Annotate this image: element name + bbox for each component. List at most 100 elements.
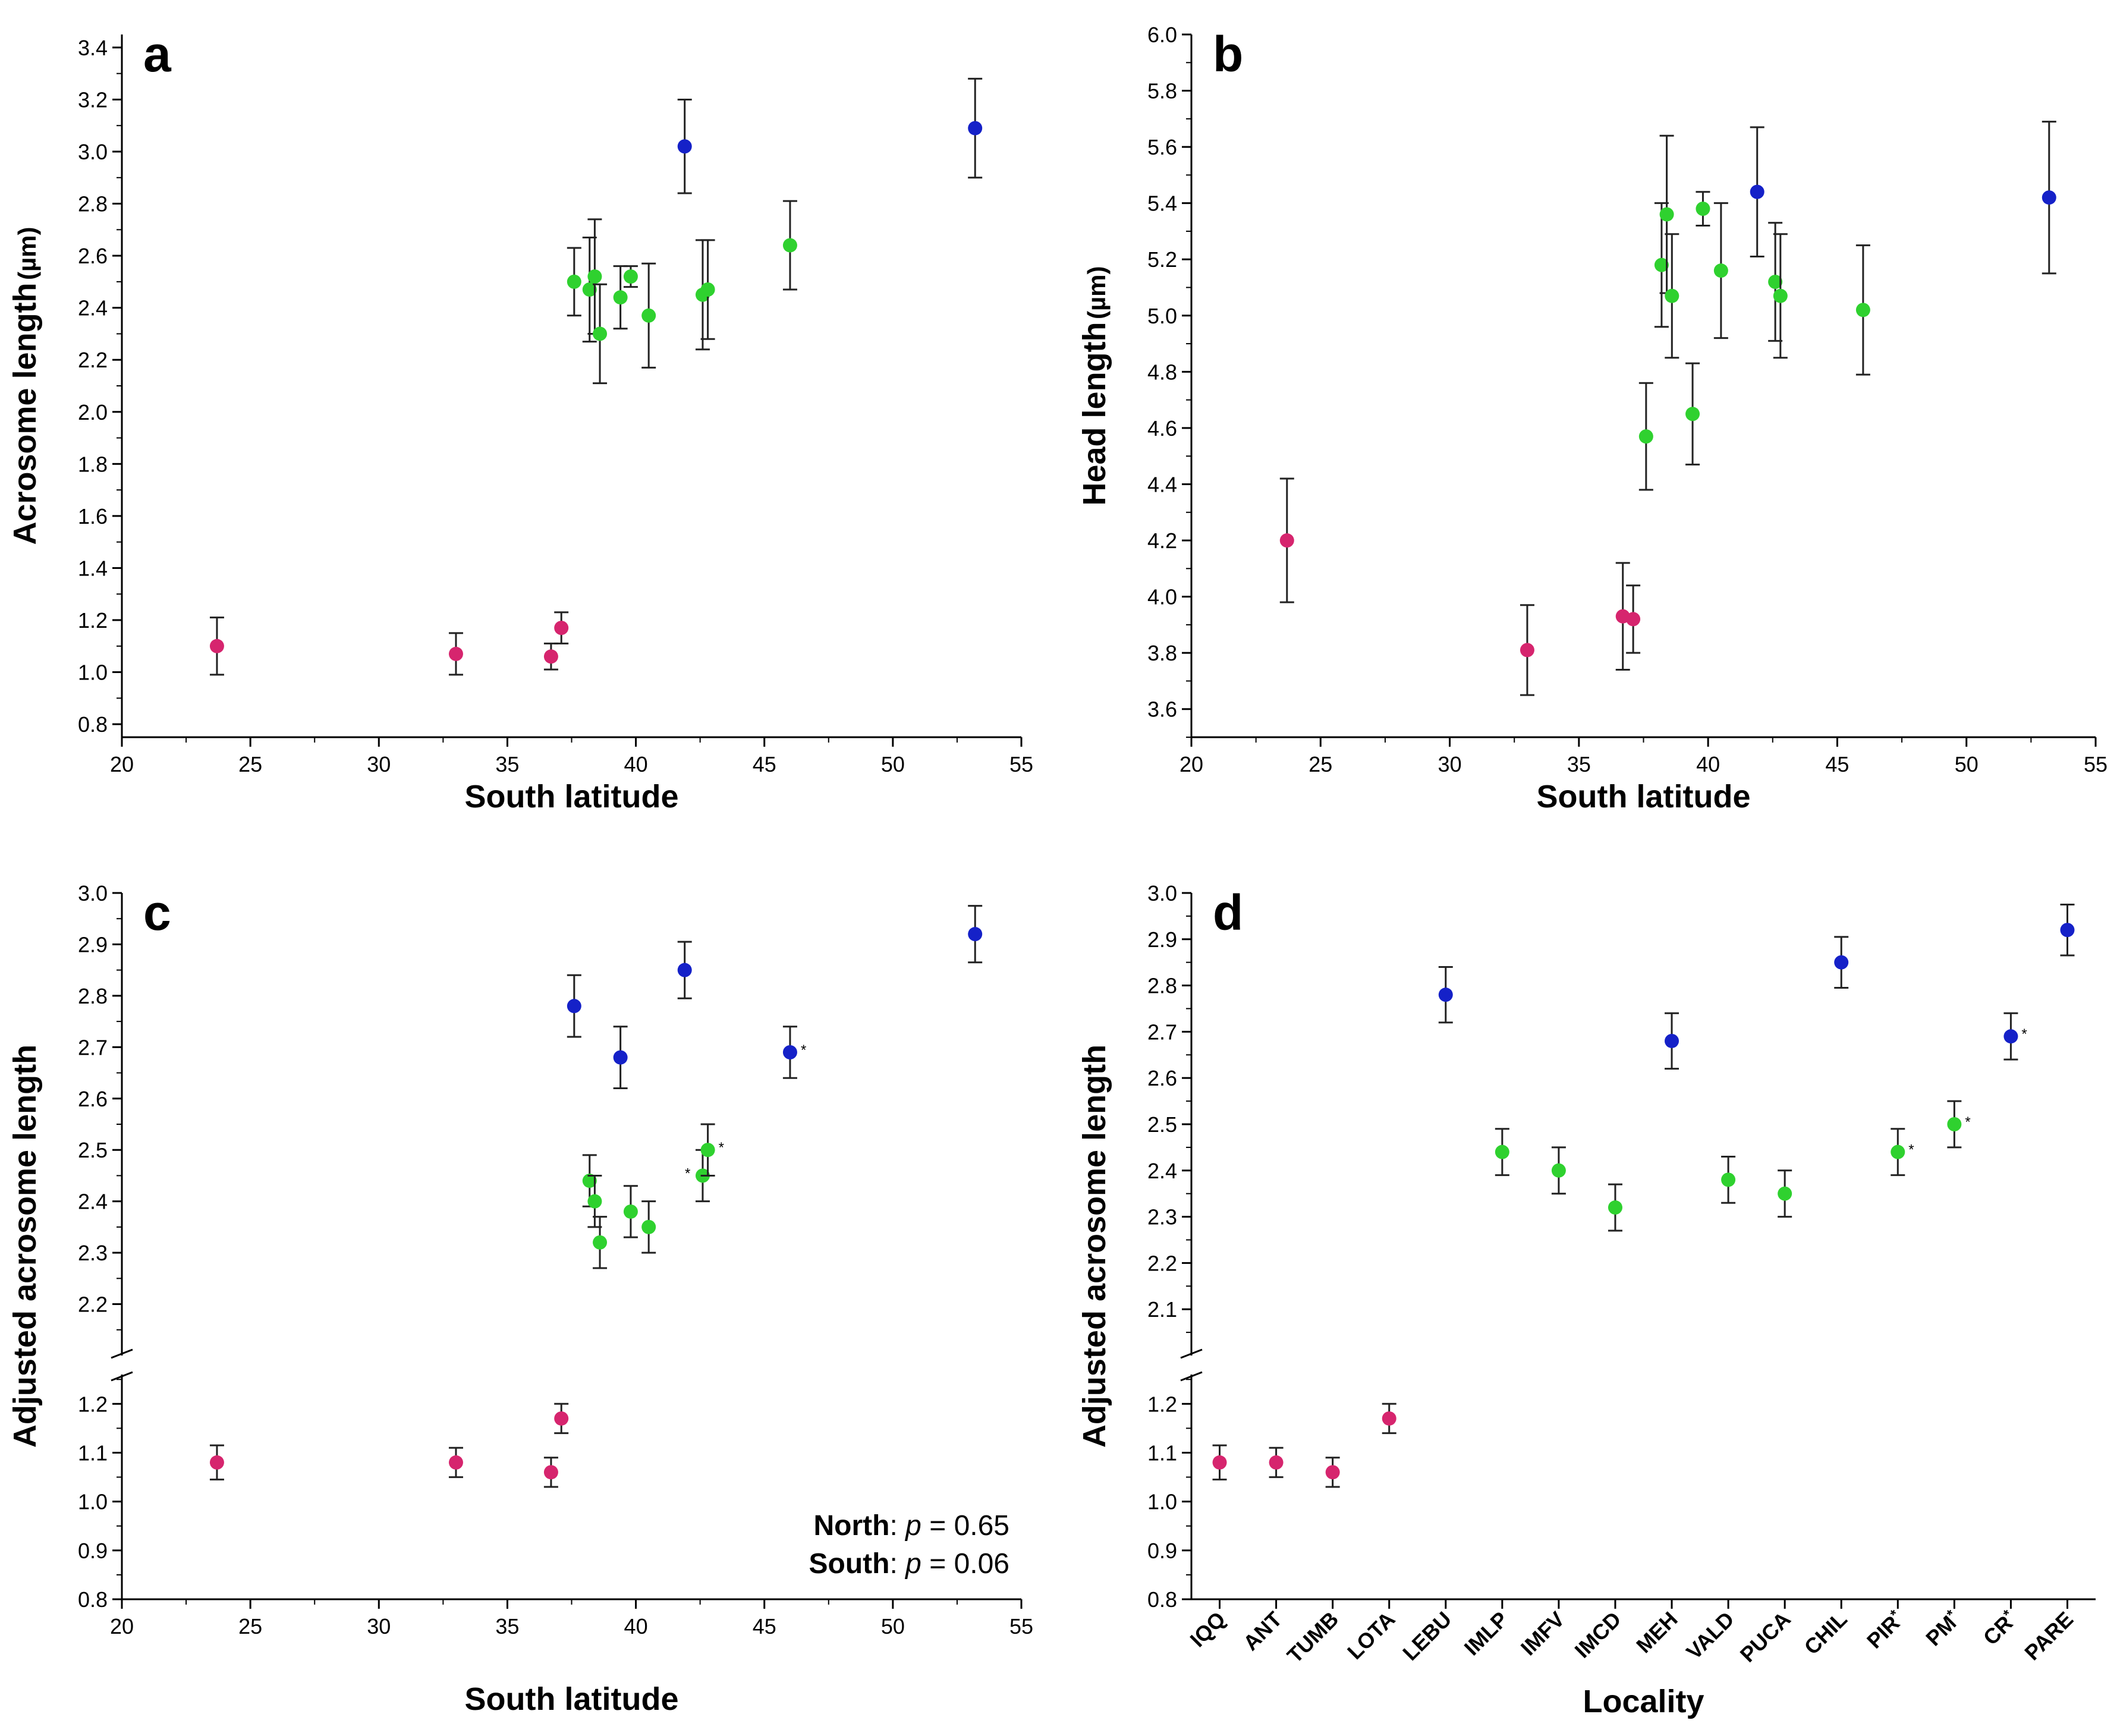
y-tick-label: 2.9 [1147,927,1177,952]
x-tick-label: 55 [1009,1614,1033,1638]
data-point [968,927,983,942]
x-tick-label: 35 [1567,752,1591,776]
category-name: IMCD [1570,1607,1626,1663]
x-tick-label: 55 [2084,752,2108,776]
x-tick-label: PUCA [1735,1607,1795,1667]
data-point [567,999,581,1014]
y-tick-label: 0.9 [78,1539,108,1563]
data-point [567,274,581,289]
data-point [1520,643,1534,658]
x-tick-label: 25 [1309,752,1332,776]
y-tick-label: 3.0 [78,140,108,164]
stat-p: p [904,1548,921,1580]
y-tick-label: 4.4 [1147,472,1177,496]
panel-c: 0.8 0.9 1.0 1.1 1.2 2.2 2.3 2.4 2.5 2.6 2.7 2.8 2.9 3… [7,881,1033,1717]
y-tick-label: 4.8 [1147,360,1177,384]
y-axis-unit: (µm) [1083,266,1111,319]
x-tick-label: VALD [1681,1607,1738,1664]
data-point [1269,1455,1284,1470]
x-tick-label: 50 [881,1614,905,1638]
y-axis-title-text: Head length [1077,322,1112,505]
data-point [543,1465,558,1480]
data-point [1665,288,1679,303]
y-tick-label: 1.2 [78,1392,108,1416]
data-point [700,1143,715,1158]
x-tick-label: 20 [1179,752,1203,776]
stat-sep: : [889,1510,897,1542]
y-tick-label: 2.7 [78,1035,108,1059]
data-point [448,646,463,661]
panel-letter: a [143,26,172,82]
y-tick-label: 2.8 [1147,974,1177,998]
y-tick-label: 1.2 [1147,1392,1177,1416]
category-name: PUCA [1735,1607,1795,1667]
data-point [1834,955,1849,970]
data-point [2042,190,2056,205]
data-point [1654,257,1669,272]
x-tick-label: MEH [1631,1607,1682,1658]
y-tick-label: 2.0 [78,400,108,424]
x-axis-title: South latitude [465,1681,679,1717]
x-tick-label: IMFV [1516,1607,1569,1660]
y-tick-label: 2.6 [78,244,108,268]
x-tick-label: CHIL [1799,1607,1851,1659]
x-tick-label: IMLP [1460,1607,1513,1660]
category-name: ANT [1238,1607,1287,1655]
x-tick-label: 30 [1438,752,1462,776]
y-tick-label: 1.6 [78,504,108,529]
y-tick-label: 0.8 [78,1587,108,1612]
x-tick-label: CR* [1979,1606,2022,1650]
data-point [554,621,569,636]
data-point [1778,1186,1792,1201]
data-point [782,1045,797,1059]
data-point [623,269,638,284]
y-tick-label: 1.1 [1147,1441,1177,1465]
y-tick-label: 5.8 [1147,79,1177,103]
stat-sep: : [889,1548,897,1580]
data-point [1626,612,1641,627]
y-tick-label: 2.9 [78,932,108,957]
data-point [593,1235,608,1250]
y-tick-label: 2.2 [1147,1251,1177,1275]
data-point [2060,923,2075,938]
y-tick-label: 0.8 [78,712,108,737]
data-point [782,238,797,253]
stat-p: p [904,1510,921,1542]
stat-group: North [814,1510,890,1542]
data-point [613,1050,628,1065]
y-tick-label: 3.2 [78,87,108,112]
y-tick-label: 2.7 [1147,1020,1177,1044]
y-tick-label: 1.8 [78,452,108,476]
data-point [1495,1144,1509,1159]
x-tick-label: 30 [367,1614,391,1638]
data-point [1665,1033,1679,1048]
x-tick-label: 30 [367,752,391,776]
y-tick-label: 5.4 [1147,191,1177,216]
y-tick-label: 2.6 [1147,1066,1177,1090]
x-tick-label: 35 [495,1614,519,1638]
y-tick-label: 2.1 [1147,1297,1177,1322]
x-tick-label: 45 [753,1614,776,1638]
y-tick-label: 2.4 [78,1190,108,1214]
data-point [641,308,656,323]
stat-group: South [809,1548,890,1580]
stat-annotation: North: p = 0.65 [814,1510,1010,1542]
data-point [587,1194,602,1209]
data-point [1551,1163,1566,1178]
data-point [1212,1455,1227,1470]
y-tick-label: 1.2 [78,608,108,633]
y-tick-label: 2.6 [78,1087,108,1111]
data-point [1721,1172,1736,1187]
data-point [209,1455,224,1470]
y-tick-label: 3.0 [1147,881,1177,905]
data-point [1750,184,1764,199]
data-point [209,639,224,653]
data-point [1713,263,1728,278]
x-tick-label: LOTA [1342,1607,1399,1664]
y-tick-label: 5.6 [1147,135,1177,159]
data-point [613,290,628,305]
x-tick-label: PARE [2020,1607,2078,1665]
y-axis-title: Adjusted acrosome length [7,1045,43,1448]
y-axis-title-text: Acrosome length [7,282,43,545]
y-axis-title: Head length (µm) [1077,266,1112,505]
